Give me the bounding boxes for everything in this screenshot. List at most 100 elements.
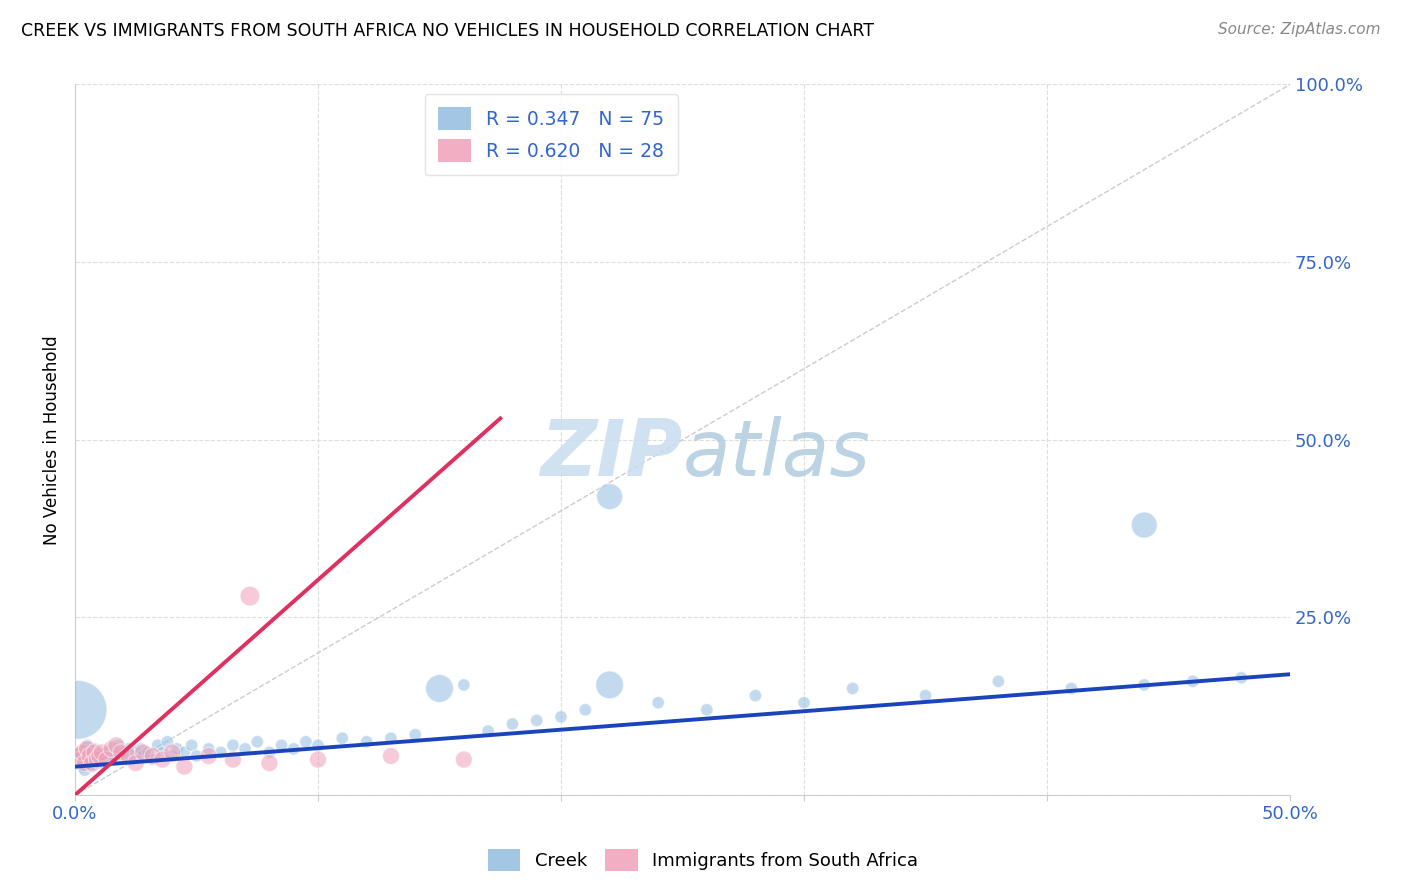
Point: [100, 742, 122, 756]
Point: [453, 678, 475, 692]
Point: [173, 759, 195, 773]
Point: [73, 763, 96, 777]
Point: [69, 752, 91, 766]
Y-axis label: No Vehicles in Household: No Vehicles in Household: [44, 334, 60, 544]
Point: [574, 703, 596, 717]
Point: [209, 746, 232, 760]
Point: [404, 728, 426, 742]
Text: ZIP: ZIP: [540, 416, 682, 492]
Point: [259, 756, 281, 770]
Point: [246, 735, 269, 749]
Point: [914, 689, 936, 703]
Text: Source: ZipAtlas.com: Source: ZipAtlas.com: [1218, 22, 1381, 37]
Point: [222, 739, 245, 753]
Point: [696, 703, 718, 717]
Point: [197, 749, 219, 764]
Point: [259, 746, 281, 760]
Text: CREEK VS IMMIGRANTS FROM SOUTH AFRICA NO VEHICLES IN HOUSEHOLD CORRELATION CHART: CREEK VS IMMIGRANTS FROM SOUTH AFRICA NO…: [21, 22, 875, 40]
Point: [80, 756, 103, 770]
Point: [160, 749, 183, 764]
Point: [66, 752, 89, 766]
Point: [89, 749, 111, 764]
Point: [93, 749, 115, 764]
Point: [380, 731, 402, 746]
Legend: Creek, Immigrants from South Africa: Creek, Immigrants from South Africa: [481, 842, 925, 879]
Point: [152, 752, 174, 766]
Point: [83, 742, 105, 756]
Point: [86, 752, 108, 766]
Point: [142, 749, 165, 764]
Point: [356, 735, 378, 749]
Point: [105, 739, 128, 753]
Point: [79, 749, 101, 764]
Point: [1060, 681, 1083, 696]
Point: [152, 746, 174, 760]
Point: [125, 756, 148, 770]
Point: [86, 749, 108, 764]
Point: [129, 742, 152, 756]
Legend: R = 0.347   N = 75, R = 0.620   N = 28: R = 0.347 N = 75, R = 0.620 N = 28: [425, 94, 678, 175]
Point: [160, 746, 183, 760]
Point: [1230, 671, 1253, 685]
Point: [1133, 518, 1156, 533]
Point: [79, 749, 101, 764]
Point: [90, 752, 112, 766]
Point: [197, 742, 219, 756]
Point: [76, 752, 98, 766]
Point: [98, 752, 121, 766]
Point: [120, 752, 142, 766]
Point: [69, 756, 91, 770]
Point: [453, 752, 475, 766]
Point: [1133, 678, 1156, 692]
Point: [1181, 674, 1204, 689]
Point: [80, 759, 103, 773]
Point: [841, 681, 863, 696]
Point: [72, 749, 94, 764]
Point: [186, 749, 208, 764]
Point: [599, 678, 621, 692]
Point: [477, 724, 499, 739]
Point: [83, 752, 105, 766]
Point: [73, 756, 96, 770]
Point: [100, 742, 122, 756]
Point: [501, 717, 523, 731]
Point: [283, 742, 305, 756]
Text: atlas: atlas: [682, 416, 870, 492]
Point: [647, 696, 669, 710]
Point: [96, 752, 118, 766]
Point: [90, 746, 112, 760]
Point: [112, 749, 135, 764]
Point: [146, 739, 169, 753]
Point: [295, 735, 318, 749]
Point: [239, 589, 262, 603]
Point: [117, 749, 139, 764]
Point: [96, 746, 118, 760]
Point: [76, 742, 98, 756]
Point: [330, 731, 353, 746]
Point: [233, 742, 256, 756]
Point: [83, 746, 105, 760]
Point: [132, 746, 155, 760]
Point: [156, 735, 179, 749]
Point: [526, 714, 548, 728]
Point: [132, 749, 155, 764]
Point: [599, 490, 621, 504]
Point: [66, 703, 89, 717]
Point: [125, 746, 148, 760]
Point: [110, 746, 132, 760]
Point: [987, 674, 1010, 689]
Point: [80, 746, 103, 760]
Point: [89, 746, 111, 760]
Point: [79, 756, 101, 770]
Point: [793, 696, 815, 710]
Point: [429, 681, 451, 696]
Point: [744, 689, 766, 703]
Point: [307, 752, 329, 766]
Point: [72, 746, 94, 760]
Point: [76, 739, 98, 753]
Point: [110, 746, 132, 760]
Point: [180, 739, 202, 753]
Point: [142, 752, 165, 766]
Point: [307, 739, 329, 753]
Point: [73, 742, 96, 756]
